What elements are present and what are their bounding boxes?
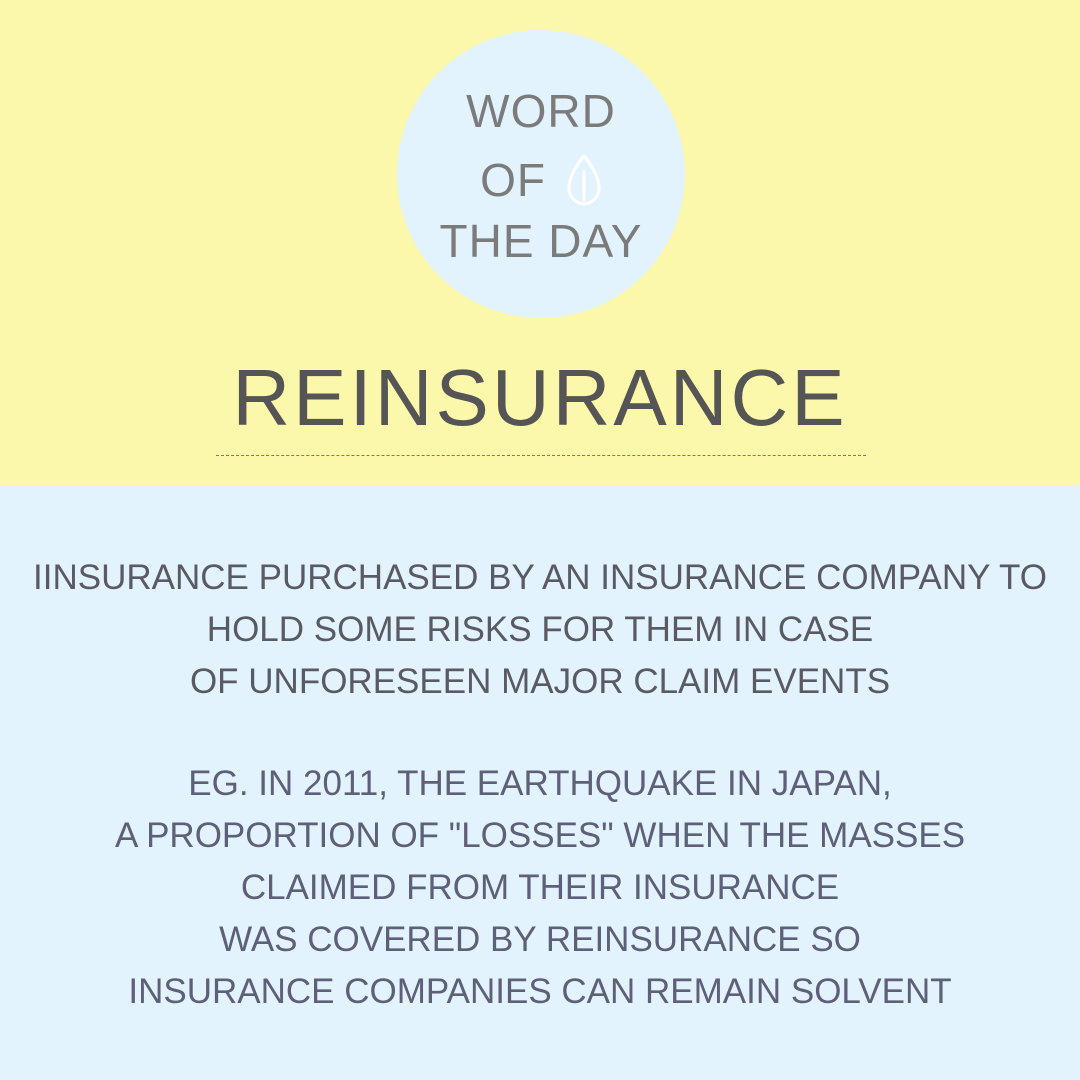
example-line: WAS COVERED BY REINSURANCE SO [219,920,861,959]
example-line: INSURANCE COMPANIES CAN REMAIN SOLVENT [128,972,952,1011]
example-line: EG. IN 2011, THE EARTHQUAKE IN JAPAN, [188,764,892,803]
bottom-panel [0,486,1080,1080]
definition-text: IINSURANCE PURCHASED BY AN INSURANCE COM… [0,552,1080,708]
badge-line-of-row: OF [397,150,685,206]
word-of-the-day-badge: WORD OF THE DAY [397,30,685,318]
definition-line: OF UNFORESEEN MAJOR CLAIM EVENTS [189,662,891,701]
definition-line: IINSURANCE PURCHASED BY AN INSURANCE COM… [33,558,1047,597]
dashed-divider [216,455,866,456]
example-line: CLAIMED FROM THEIR INSURANCE [240,868,840,907]
badge-line-of: OF [480,153,547,206]
badge-line-word: WORD [466,85,616,137]
leaf-icon [567,154,601,206]
headword-title: REINSURANCE [232,353,848,442]
example-line: A PROPORTION OF "LOSSES" WHEN THE MASSES [114,816,966,855]
badge-line-the-day: THE DAY [439,215,643,267]
example-text: EG. IN 2011, THE EARTHQUAKE IN JAPAN, A … [0,758,1080,1018]
definition-line: HOLD SOME RISKS FOR THEM IN CASE [206,610,874,649]
